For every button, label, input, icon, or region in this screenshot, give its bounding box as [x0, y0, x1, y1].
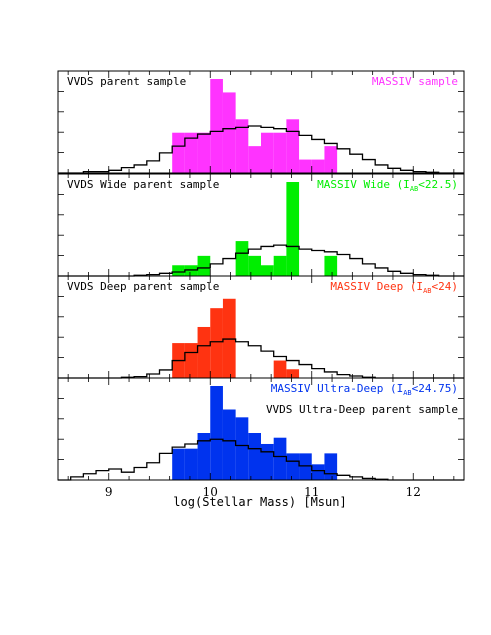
panel-4: VVDS Ultra-Deep parent sample MASSIV Ultr… — [57, 377, 465, 481]
parent-histogram — [58, 338, 464, 379]
massiv-label-main: MASSIV Wide (I — [317, 178, 410, 191]
massiv-bar — [197, 255, 211, 276]
massiv-bar — [311, 159, 325, 173]
massiv-bar — [261, 265, 274, 276]
massiv-bar — [324, 453, 338, 480]
massiv-label-subscript: AB — [423, 287, 431, 295]
panel-frame — [57, 70, 465, 174]
massiv-bar — [286, 119, 300, 173]
massiv-bar — [324, 146, 338, 173]
massiv-label-subscript: AB — [403, 389, 411, 397]
massiv-bar — [248, 146, 261, 173]
massiv-bar — [184, 448, 198, 480]
massiv-label-main: MASSIV sample — [372, 75, 458, 88]
massiv-sample-label: MASSIV Wide (IAB<22.5) — [317, 178, 458, 193]
x-tick-label: 10 — [203, 485, 218, 499]
axis-layer: 9 10 11 12 — [105, 485, 421, 499]
x-axis-title: log(Stellar Mass) [Msun] — [173, 495, 346, 509]
massiv-bar — [324, 255, 338, 276]
massiv-bar — [248, 255, 261, 276]
massiv-bar — [261, 443, 274, 480]
massiv-bar — [184, 265, 198, 276]
massiv-bar — [235, 241, 249, 276]
massiv-bar — [184, 132, 198, 173]
massiv-bar — [311, 464, 325, 480]
massiv-bar — [197, 132, 211, 173]
massiv-label-main: MASSIV Ultra-Deep (I — [271, 382, 403, 395]
massiv-sample-label: MASSIV sample — [372, 75, 458, 88]
massiv-bar — [273, 255, 287, 276]
massiv-bar — [197, 326, 211, 378]
parent-sample-label: VVDS Wide parent sample — [67, 178, 219, 191]
massiv-label-close: <22.5) — [418, 178, 458, 191]
panel-1: VVDS parent sample MASSIV sample — [57, 70, 465, 174]
massiv-bar — [273, 437, 287, 480]
parent-sample-label: VVDS Deep parent sample — [67, 280, 219, 293]
massiv-bar — [261, 132, 274, 173]
massiv-bar — [222, 298, 236, 378]
massiv-bar — [172, 132, 185, 173]
massiv-bar — [184, 343, 198, 378]
massiv-bar — [210, 308, 223, 378]
x-tick-label: 9 — [105, 485, 113, 499]
massiv-bar — [172, 265, 185, 276]
massiv-label-main: MASSIV Deep (I — [330, 280, 423, 293]
massiv-bar — [172, 448, 185, 480]
x-tick-label: 11 — [304, 485, 319, 499]
plot-layer: VVDS parent sample MASSIV sample VVDS Wide… — [57, 70, 465, 481]
massiv-bar — [299, 453, 312, 480]
massiv-bar — [210, 79, 223, 173]
massiv-bar — [235, 417, 249, 480]
massiv-bar — [286, 369, 300, 378]
massiv-sample-label: MASSIV Deep (IAB<24) — [330, 280, 458, 295]
massiv-bar — [235, 119, 249, 173]
massiv-bar — [273, 132, 287, 173]
parent-histogram — [58, 125, 464, 174]
panel-3: VVDS Deep parent sample MASSIV Deep (IAB<… — [57, 275, 465, 379]
massiv-bar — [286, 453, 300, 480]
massiv-bar — [299, 159, 312, 173]
parent-sample-label: VVDS Ultra-Deep parent sample — [266, 403, 458, 416]
massiv-sample-label: MASSIV Ultra-Deep (IAB<24.75) — [271, 382, 458, 397]
panel-2: VVDS Wide parent sample MASSIV Wide (IAB<… — [57, 173, 465, 277]
parent-histogram — [58, 244, 464, 277]
massiv-bar — [286, 182, 300, 276]
massiv-bar — [248, 433, 261, 480]
massiv-label-close: <24) — [432, 280, 459, 293]
massiv-bar — [222, 409, 236, 480]
x-tick-label: 12 — [406, 485, 421, 499]
massiv-bar — [210, 386, 223, 480]
massiv-label-close: <24.75) — [412, 382, 458, 395]
massiv-bar — [273, 360, 287, 378]
massiv-bar — [222, 92, 236, 173]
parent-sample-label: VVDS parent sample — [67, 75, 186, 88]
panel-frame — [57, 377, 465, 481]
massiv-bar — [197, 433, 211, 480]
parent-histogram — [58, 438, 464, 481]
massiv-label-subscript: AB — [410, 185, 418, 193]
